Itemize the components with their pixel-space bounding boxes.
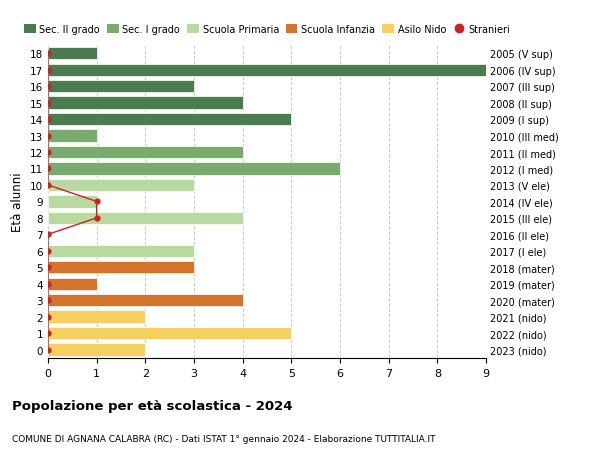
Bar bbox=[48, 130, 97, 142]
Bar bbox=[48, 245, 194, 257]
Bar bbox=[48, 311, 145, 323]
Bar bbox=[48, 64, 486, 77]
Bar bbox=[48, 262, 194, 274]
Bar bbox=[48, 163, 340, 175]
Bar bbox=[48, 146, 242, 159]
Bar bbox=[48, 81, 194, 93]
Legend: Sec. II grado, Sec. I grado, Scuola Primaria, Scuola Infanzia, Asilo Nido, Stran: Sec. II grado, Sec. I grado, Scuola Prim… bbox=[24, 25, 510, 35]
Bar bbox=[48, 114, 292, 126]
Y-axis label: Età alunni: Età alunni bbox=[11, 172, 25, 232]
Bar bbox=[48, 179, 194, 192]
Bar bbox=[48, 327, 292, 340]
Bar bbox=[48, 97, 242, 110]
Text: Popolazione per età scolastica - 2024: Popolazione per età scolastica - 2024 bbox=[12, 399, 293, 412]
Bar bbox=[48, 212, 242, 224]
Bar bbox=[48, 294, 242, 307]
Bar bbox=[48, 344, 145, 356]
Bar bbox=[48, 196, 97, 208]
Bar bbox=[48, 278, 97, 290]
Bar bbox=[48, 48, 97, 60]
Text: COMUNE DI AGNANA CALABRA (RC) - Dati ISTAT 1° gennaio 2024 - Elaborazione TUTTIT: COMUNE DI AGNANA CALABRA (RC) - Dati IST… bbox=[12, 434, 436, 443]
